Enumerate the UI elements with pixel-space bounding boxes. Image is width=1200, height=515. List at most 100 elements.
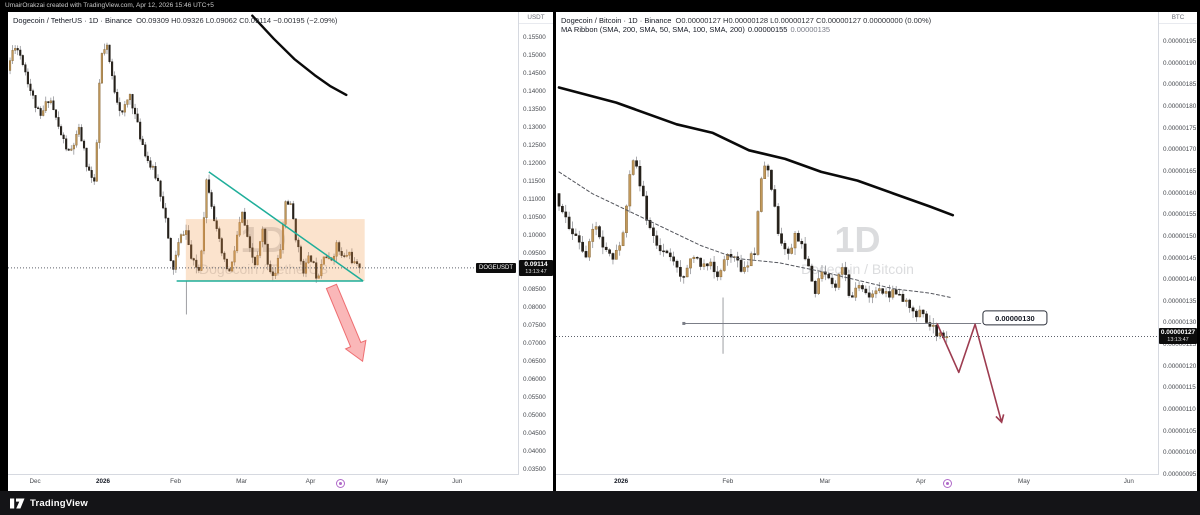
candle xyxy=(312,260,315,264)
support-line-anchor xyxy=(682,321,686,325)
candle xyxy=(31,88,35,100)
chart-title[interactable]: Dogecoin / Bitcoin · 1D · Binance xyxy=(561,16,672,25)
candle xyxy=(243,207,246,226)
event-icon-dot xyxy=(945,482,949,485)
candle xyxy=(564,204,568,224)
y-tick-label: 0.00000175 xyxy=(1163,124,1197,132)
candle xyxy=(618,241,622,256)
drawing-down-arrow[interactable] xyxy=(325,283,367,363)
candle xyxy=(722,255,726,272)
y-tick-label: 0.04000 xyxy=(523,447,546,455)
tradingview-logo-icon[interactable] xyxy=(10,497,25,509)
candle xyxy=(921,309,925,318)
drawing-rectangle[interactable] xyxy=(185,219,365,281)
candle xyxy=(706,262,709,271)
candle xyxy=(149,157,152,170)
candle xyxy=(891,285,895,300)
candle xyxy=(574,228,578,237)
indicator-legend: MA Ribbon (SMA, 200, SMA, 50, SMA, 100, … xyxy=(561,25,830,34)
last-price-value: 0.00000127 xyxy=(1160,329,1196,337)
candle xyxy=(256,251,259,266)
candle xyxy=(128,93,132,105)
x-tick-label: Jun xyxy=(452,478,463,485)
candle xyxy=(672,251,675,266)
candle xyxy=(655,230,659,249)
candle xyxy=(248,234,251,253)
drawing-trendline[interactable] xyxy=(208,171,364,282)
tradingview-footer: TradingView xyxy=(0,491,1200,515)
candle xyxy=(614,244,618,260)
candle xyxy=(279,244,282,259)
price-axis[interactable]: USDT 0.15500 0.15000 0.14500 0.14000 0.13500 0… xyxy=(518,12,553,475)
candle xyxy=(90,166,93,183)
price-axis[interactable]: BTC 0.00000195 0.00000190 0.00000185 0.00000… xyxy=(1158,12,1197,478)
tradingview-logo-text[interactable]: TradingView xyxy=(30,497,88,509)
candle xyxy=(241,211,244,224)
candle xyxy=(159,179,162,202)
candle xyxy=(108,44,111,64)
candle xyxy=(820,264,824,282)
chart-panel-dogebtc[interactable]: 1D Dogecoin / Bitcoin 0.00000130 Dogecoin /… xyxy=(556,12,1197,491)
ma-line xyxy=(251,14,348,97)
candle xyxy=(233,246,236,266)
candle xyxy=(202,211,205,255)
candle xyxy=(187,225,190,246)
y-tick-label: 0.00000140 xyxy=(1163,276,1197,284)
ohlc-values: O0.09309 H0.09326 L0.09062 C0.09114 −0.0… xyxy=(136,16,338,25)
candle xyxy=(190,240,193,261)
candle xyxy=(844,261,847,282)
candle xyxy=(800,238,804,249)
candle xyxy=(85,147,88,172)
event-icon[interactable] xyxy=(336,479,346,488)
candle xyxy=(894,285,898,295)
symbol-price-label: DOGEUSDT xyxy=(475,262,516,273)
event-icon[interactable] xyxy=(942,479,952,488)
indicator-title[interactable]: MA Ribbon (SMA, 200, SMA, 50, SMA, 100, … xyxy=(561,25,745,34)
y-tick-label: 0.05500 xyxy=(523,393,546,401)
candle xyxy=(21,54,24,67)
candle xyxy=(266,243,269,271)
candle xyxy=(307,251,310,264)
y-tick-label: 0.15000 xyxy=(523,52,546,59)
price-callout[interactable]: 0.00000130 xyxy=(982,310,1048,326)
candle xyxy=(729,248,733,263)
candle xyxy=(146,151,149,164)
candle xyxy=(581,235,584,254)
chart-title[interactable]: Dogecoin / TetherUS · 1D · Binance xyxy=(13,16,133,25)
candle xyxy=(682,275,686,284)
candle xyxy=(756,210,760,256)
x-tick-label: Dec xyxy=(29,478,41,485)
candle xyxy=(179,233,183,244)
time-axis[interactable]: 2026 Feb Mar Apr May Jun xyxy=(556,474,1159,491)
candle xyxy=(182,230,185,236)
y-tick-label: 0.08500 xyxy=(523,285,546,293)
indicator-value: 0.00000135 xyxy=(790,25,831,34)
candle xyxy=(847,269,851,298)
candle xyxy=(52,96,55,111)
candle xyxy=(635,156,638,169)
time-axis[interactable]: Dec 2026 Feb Mar Apr May Jun xyxy=(8,474,519,491)
candle xyxy=(44,96,47,113)
candle xyxy=(743,261,746,274)
candle xyxy=(47,101,50,108)
candle xyxy=(611,252,615,265)
last-price-value: 0.09114 xyxy=(524,260,548,268)
candle xyxy=(345,249,348,258)
attribution-text: UmairOrakzai created with TradingView.co… xyxy=(5,2,214,9)
candle xyxy=(287,199,290,205)
candle xyxy=(746,261,750,273)
drawing-zigzag-arrow[interactable] xyxy=(936,323,1005,424)
candle xyxy=(317,273,320,279)
candle xyxy=(884,287,888,298)
candle xyxy=(753,247,756,260)
candle xyxy=(348,251,351,260)
candle xyxy=(652,223,655,243)
x-tick-label: Apr xyxy=(915,478,926,485)
candle xyxy=(699,257,702,271)
candle xyxy=(861,283,864,292)
candle xyxy=(246,219,249,238)
candle xyxy=(113,71,116,95)
